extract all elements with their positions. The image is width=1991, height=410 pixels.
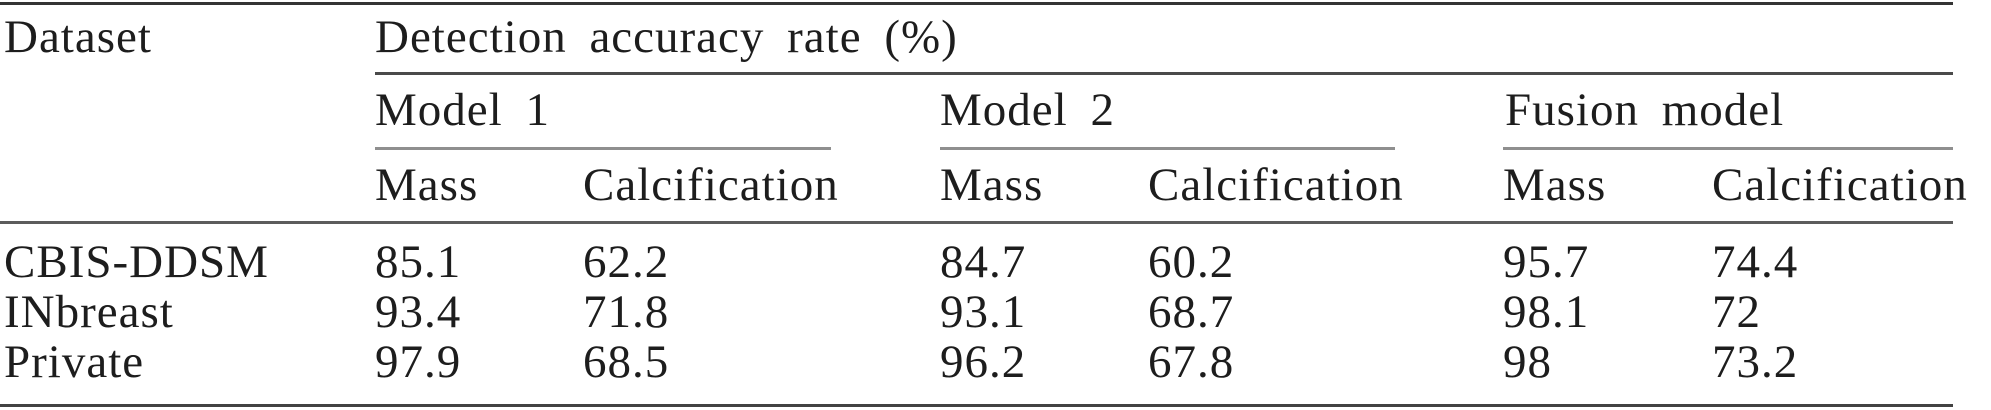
data-cell: 60.2 <box>1148 236 1235 288</box>
data-cell: 67.8 <box>1148 336 1235 388</box>
model2-group-rule <box>940 147 1395 150</box>
data-cell: 72 <box>1712 286 1761 338</box>
model2-calcification-header: Calcification <box>1148 158 1404 211</box>
data-cell: 73.2 <box>1712 336 1799 388</box>
data-cell: 84.7 <box>940 236 1027 288</box>
data-cell: 96.2 <box>940 336 1027 388</box>
bottom-rule <box>0 404 1953 407</box>
dataset-column-header: Dataset <box>4 11 152 63</box>
model1-group-rule <box>375 147 831 150</box>
fusion-calcification-header: Calcification <box>1712 158 1968 211</box>
data-cell: 93.4 <box>375 286 462 338</box>
table-row: CBIS-DDSM 85.1 62.2 84.7 60.2 95.7 74.4 <box>0 236 1953 288</box>
model1-mass-header: Mass <box>375 158 479 211</box>
row-label: CBIS-DDSM <box>4 236 269 288</box>
header-row-1: Dataset Detection accuracy rate (%) <box>0 5 1953 69</box>
header-row-3: Mass Calcification Mass Calcification Ma… <box>0 151 1968 218</box>
data-cell: 85.1 <box>375 236 462 288</box>
data-cell: 93.1 <box>940 286 1027 338</box>
span-header: Detection accuracy rate (%) <box>375 11 958 63</box>
model1-group-header: Model 1 <box>375 84 550 136</box>
top-rule <box>0 2 1953 5</box>
data-cell: 68.5 <box>583 336 670 388</box>
table-row: INbreast 93.4 71.8 93.1 68.7 98.1 72 <box>0 286 1953 338</box>
data-cell: 68.7 <box>1148 286 1235 338</box>
data-cell: 62.2 <box>583 236 670 288</box>
data-cell: 97.9 <box>375 336 462 388</box>
fusion-mass-header: Mass <box>1503 158 1607 211</box>
model2-mass-header: Mass <box>940 158 1044 211</box>
header-row-2: Model 1 Model 2 Fusion model <box>0 76 1953 144</box>
header-body-rule <box>0 221 1953 224</box>
data-cell: 74.4 <box>1712 236 1799 288</box>
fusion-group-rule <box>1503 147 1953 150</box>
model2-group-header: Model 2 <box>940 84 1115 136</box>
table-row: Private 97.9 68.5 96.2 67.8 98 73.2 <box>0 336 1953 388</box>
data-cell: 98 <box>1503 336 1552 388</box>
data-cell: 98.1 <box>1503 286 1590 338</box>
row-label: INbreast <box>4 286 174 338</box>
data-cell: 71.8 <box>583 286 670 338</box>
row-label: Private <box>4 336 145 388</box>
fusion-group-header: Fusion model <box>1505 84 1785 136</box>
span-header-rule <box>375 72 1953 75</box>
data-cell: 95.7 <box>1503 236 1590 288</box>
model1-calcification-header: Calcification <box>583 158 839 211</box>
